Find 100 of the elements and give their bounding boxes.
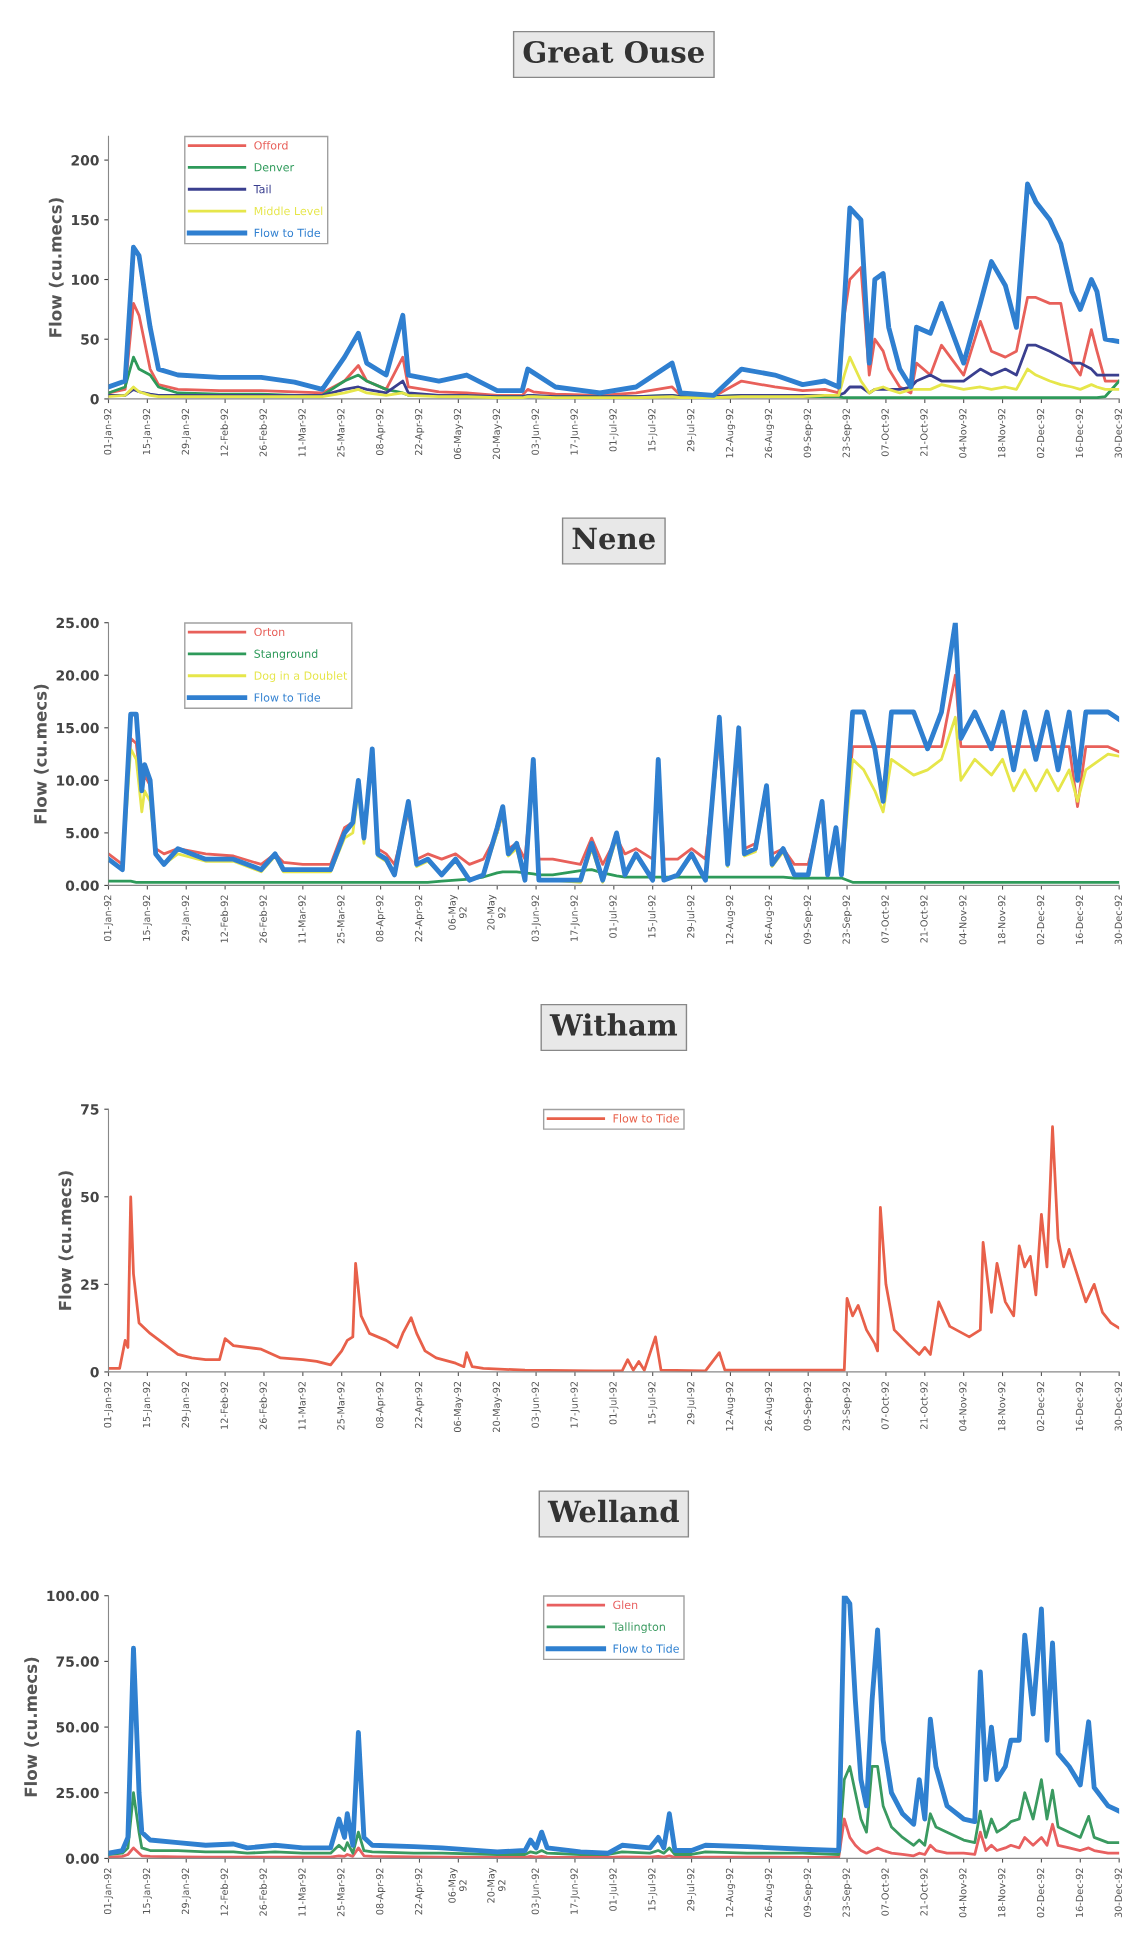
y-tick-label: 0.00 [65,880,99,891]
x-tick-label: 21-Oct-92 [920,1868,928,1916]
x-tick-label: 12-Aug-92 [725,1868,736,1917]
x-tick-label: 29-Jan-92 [181,895,191,942]
x-tick-label: 16-Dec-92 [1075,895,1084,944]
x-tick-label: 21-Oct-92 [920,895,928,943]
y-tick-label: 25 [81,1279,99,1290]
x-tick-label: 29-Jul-92 [686,408,697,452]
x-tick-label: 09-Sep-92 [803,1868,813,1917]
x-tick-label: 12-Feb-92 [220,895,228,943]
x-tick-label: 01-Jan-92 [103,1868,114,1915]
y-tick-label: 5.00 [66,827,99,839]
x-tick-label: 20-May 92 [487,1867,506,1903]
x-tick-label: 20-May 92 [487,894,506,930]
text: Tallington [612,1622,665,1634]
x-tick-label: 06-May 92 [448,894,467,930]
x-tick-label: 18-Nov-92 [998,1381,1006,1431]
legend-label: Orton [254,627,285,637]
x-tick-label: 17-Jun-92 [570,1381,580,1428]
y-tick-label: 0 [90,393,99,405]
x-tick-label: 26-Aug-92 [764,1868,775,1918]
x-tick-label: 15-Jul-92 [647,895,658,938]
x-tick-label: 15-Jul-92 [647,1381,658,1424]
x-tick-label: 16-Dec-92 [1075,408,1084,458]
x-tick-label: 01-Jan-92 [103,408,114,455]
x-tick-label: 02-Dec-92 [1036,1868,1045,1918]
x-tick-label: 22-Apr-92 [414,1868,425,1915]
x-tick-label: 12-Feb-92 [220,408,228,456]
y-axis-title: Flow (cu.mecs) [58,1171,74,1310]
x-tick-label: 04-Nov-92 [959,408,967,458]
x-tick-label: 22-Apr-92 [414,408,425,455]
x-tick-label: 20-May-92 [492,408,502,459]
y-tick-label: 20.00 [56,670,99,681]
x-tick-label: 29-Jul-92 [686,1868,697,1911]
x-tick-label: 08-Apr-92 [376,895,386,942]
y-tick-label: 100 [72,274,99,285]
x-tick-label: 01-Jul-92 [609,408,619,452]
x-tick-label: 12-Feb-92 [220,1868,228,1916]
text: Flow to Tide [613,1113,679,1123]
x-tick-label: 09-Sep-92 [803,408,813,458]
x-tick-label: 25-Mar-92 [337,1868,345,1917]
x-tick-label: 29-Jan-92 [181,408,191,455]
x-tick-label: 26-Aug-92 [764,408,775,458]
x-tick-label: 22-Apr-92 [414,895,425,942]
x-tick-label: 16-Dec-92 [1075,1381,1084,1431]
y-tick-label: 50.00 [56,1722,99,1733]
y-tick-label: 75 [81,1104,99,1115]
legend-label: Flow to Tide [254,693,321,702]
x-tick-label: 08-Apr-92 [376,1868,386,1915]
x-tick-label: 18-Nov-92 [998,408,1006,458]
x-tick-label: 15-Jul-92 [647,1868,658,1911]
x-tick-label: 11-Mar-92 [298,1381,306,1430]
x-tick-label: 03-Jun-92 [531,1868,541,1915]
x-tick-label: 07-Oct-92 [881,1381,889,1430]
x-tick-label: 01-Jul-92 [609,1868,619,1911]
x-tick-label: 25-Mar-92 [337,408,345,457]
x-tick-label: 01-Jan-92 [103,895,114,942]
x-tick-label: 15-Jan-92 [142,408,152,455]
chart-title: Welland [547,1499,679,1523]
x-tick-label: 12-Aug-92 [725,408,736,458]
x-tick-label: 07-Oct-92 [881,1868,889,1916]
x-tick-label: 30-Dec-92 [1114,1868,1122,1918]
x-tick-label: 11-Mar-92 [298,1868,306,1916]
x-tick-label: 08-Apr-92 [376,1381,386,1429]
x-tick-label: 03-Jun-92 [531,1381,541,1428]
y-tick-label: 0.00 [65,1853,99,1864]
x-tick-label: 02-Dec-92 [1036,1381,1045,1431]
x-tick-label: 26-Feb-92 [259,408,267,457]
x-tick-label: 08-Apr-92 [376,408,386,456]
x-tick-label: 23-Sep-92 [842,1381,852,1431]
x-tick-label: 22-Apr-92 [414,1381,425,1428]
x-tick-label: 30-Dec-92 [1114,408,1122,458]
legend-label: Stanground [254,649,318,661]
x-tick-label: 04-Nov-92 [959,895,967,945]
legend-label: Denver [254,163,295,172]
y-tick-label: 25.00 [56,1787,99,1799]
x-tick-label: 02-Dec-92 [1036,408,1045,458]
x-tick-label: 04-Nov-92 [959,1868,967,1918]
x-tick-label: 29-Jul-92 [686,1381,697,1425]
x-tick-label: 30-Dec-92 [1114,895,1122,945]
x-tick-label: 18-Nov-92 [998,1868,1006,1917]
y-axis-title: Flow (cu.mecs) [48,198,64,337]
x-tick-label: 11-Mar-92 [298,408,306,457]
y-tick-label: 200 [71,155,99,166]
x-tick-label: 16-Dec-92 [1075,1868,1084,1917]
y-tick-label: 75.00 [56,1656,99,1667]
y-tick-label: 25.00 [56,617,99,629]
legend-label: Offord [254,140,288,150]
chart-title: Witham [549,1013,678,1036]
x-tick-label: 23-Sep-92 [842,1868,852,1917]
x-tick-label: 11-Mar-92 [298,895,306,943]
x-tick-label: 17-Jun-92 [570,895,580,941]
x-tick-label: 02-Dec-92 [1036,895,1045,945]
x-tick-label: 15-Jan-92 [142,1868,152,1914]
x-tick-label: 03-Jun-92 [531,408,541,455]
x-tick-label: 01-Jul-92 [609,1381,619,1425]
legend-label: Flow to Tide [254,228,321,238]
text: Flow to Tide [613,1644,679,1653]
legend-label: Middle Level [254,206,323,216]
x-tick-label: 15-Jul-92 [647,408,658,451]
